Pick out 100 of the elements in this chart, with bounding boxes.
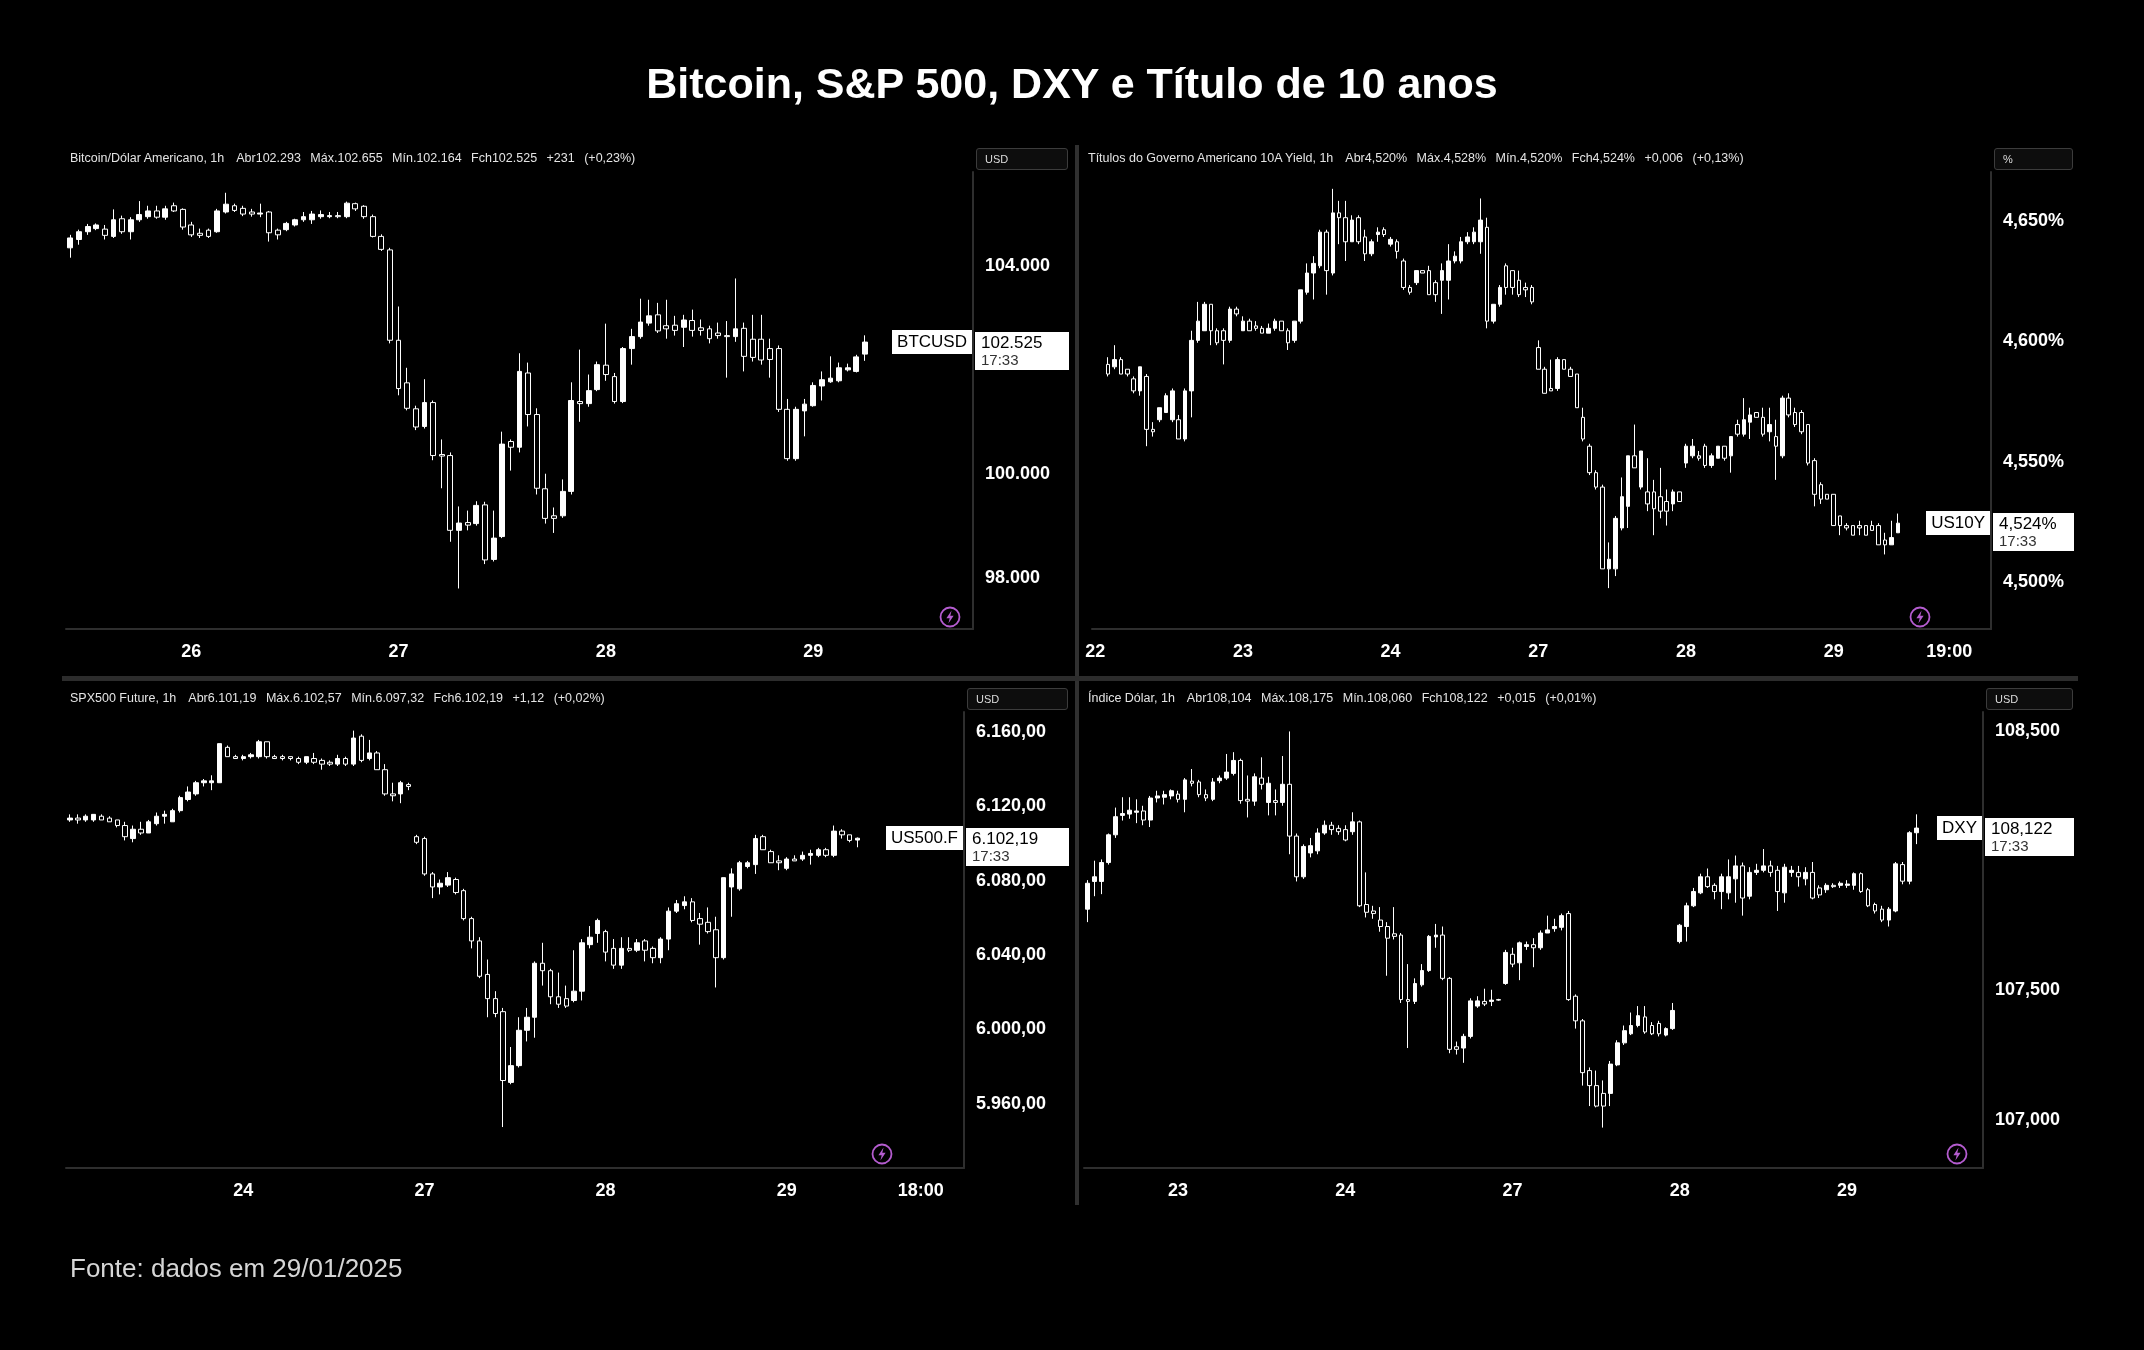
x-tick-label: 28 [595, 1180, 616, 1200]
candlestick [1857, 520, 1862, 536]
candlestick [1392, 906, 1397, 940]
candlestick [1357, 820, 1362, 908]
candlestick [564, 985, 569, 1009]
x-tick-label: 19:00 [1926, 641, 1973, 661]
candlestick [352, 202, 358, 212]
x-tick-label: 28 [1669, 1180, 1690, 1200]
chart-subtitle: Abr102.293 Máx.102.655 Mín.102.164 Fch102.525 +231 (+0,23%) [236, 151, 636, 165]
candlestick [1343, 200, 1348, 262]
candlestick [568, 381, 574, 495]
chart-title: SPX500 Future, 1h [70, 691, 177, 705]
candlestick [1650, 1021, 1654, 1036]
candlestick [1202, 301, 1207, 332]
candlestick [1363, 229, 1367, 262]
candlestick [1600, 484, 1605, 570]
candlestick [225, 745, 230, 758]
candlestick [1742, 397, 1746, 438]
candlestick [1810, 861, 1815, 900]
candlestick [587, 925, 593, 949]
candlestick [741, 322, 747, 372]
candlestick [1315, 827, 1320, 855]
candlestick [318, 209, 324, 220]
candlestick [516, 1016, 522, 1068]
candlestick [1573, 993, 1578, 1030]
candlestick [524, 1007, 530, 1042]
candlestick [1900, 861, 1905, 885]
candlestick [171, 202, 177, 213]
candlestick [1420, 963, 1424, 988]
candlestick [1524, 941, 1529, 951]
candlestick [1677, 491, 1682, 503]
candlestick [67, 813, 73, 823]
candlestick [1190, 768, 1194, 787]
candlestick [367, 739, 372, 761]
candlestick [1880, 905, 1884, 923]
candlestick [83, 813, 88, 823]
candlestick [1580, 1018, 1585, 1087]
candlestick [1684, 902, 1689, 943]
candlestick [1401, 258, 1406, 291]
candlestick [681, 314, 687, 348]
candlestick [146, 819, 151, 834]
candlestick [1447, 976, 1452, 1054]
candlestick [1164, 392, 1168, 414]
candlestick [1517, 270, 1521, 298]
candlestick [180, 207, 186, 231]
candlestick [1712, 882, 1717, 900]
candlestick [1260, 325, 1264, 334]
candlestick [658, 936, 663, 964]
candlestick [1183, 777, 1187, 813]
x-tick-label: 18:00 [897, 1180, 944, 1200]
candlestick [1883, 532, 1887, 555]
candlestick [1399, 932, 1403, 1004]
candlestick [1459, 236, 1463, 264]
candlestick [1559, 913, 1564, 931]
candlestick [1427, 265, 1431, 296]
candlestick [690, 897, 695, 923]
x-tick-label: 24 [1335, 1180, 1356, 1200]
candlestick [387, 247, 393, 344]
candlestick [327, 211, 332, 219]
candlestick [1286, 327, 1290, 351]
candlestick [465, 510, 471, 531]
candlestick [499, 431, 505, 539]
candlestick [170, 808, 175, 823]
candlestick [1568, 366, 1573, 377]
candlestick [264, 741, 270, 760]
candlestick [724, 320, 730, 379]
x-tick-label: 29 [803, 641, 824, 661]
candlestick [666, 906, 671, 951]
y-tick-label: 6.160,00 [976, 720, 1047, 741]
candlestick [209, 774, 214, 791]
candlestick [1799, 409, 1804, 435]
chart-title: Títulos do Governo Americano 10A Yield, 1h [1088, 151, 1334, 165]
y-tick-label: 5.960,00 [976, 1092, 1047, 1113]
candlestick [620, 346, 626, 404]
candlestick [162, 810, 167, 825]
candlestick [571, 949, 577, 1003]
candlestick [1434, 923, 1438, 949]
candlestick [1587, 443, 1592, 476]
candlestick [1247, 318, 1252, 332]
x-tick-label: 23 [1232, 641, 1253, 661]
candlestick [304, 756, 309, 765]
candlestick [1645, 457, 1650, 512]
candlestick [733, 277, 738, 343]
candlestick [233, 754, 238, 760]
candlestick [1562, 359, 1566, 370]
candlestick [672, 315, 678, 337]
annotation: US500.F [885, 826, 963, 851]
candlestick [1085, 879, 1090, 923]
x-tick-label: 29 [776, 1180, 797, 1200]
candlestick [1311, 255, 1316, 300]
candlestick [1151, 421, 1155, 438]
candlestick [439, 438, 445, 489]
candlestick [128, 216, 134, 241]
candlestick [682, 895, 687, 910]
candlestick [1446, 243, 1451, 300]
candlestick [1485, 217, 1489, 329]
candlestick [828, 355, 833, 384]
y-tick-label: 6.120,00 [976, 795, 1047, 816]
candlestick [1831, 493, 1836, 527]
candlestick [1726, 858, 1731, 900]
